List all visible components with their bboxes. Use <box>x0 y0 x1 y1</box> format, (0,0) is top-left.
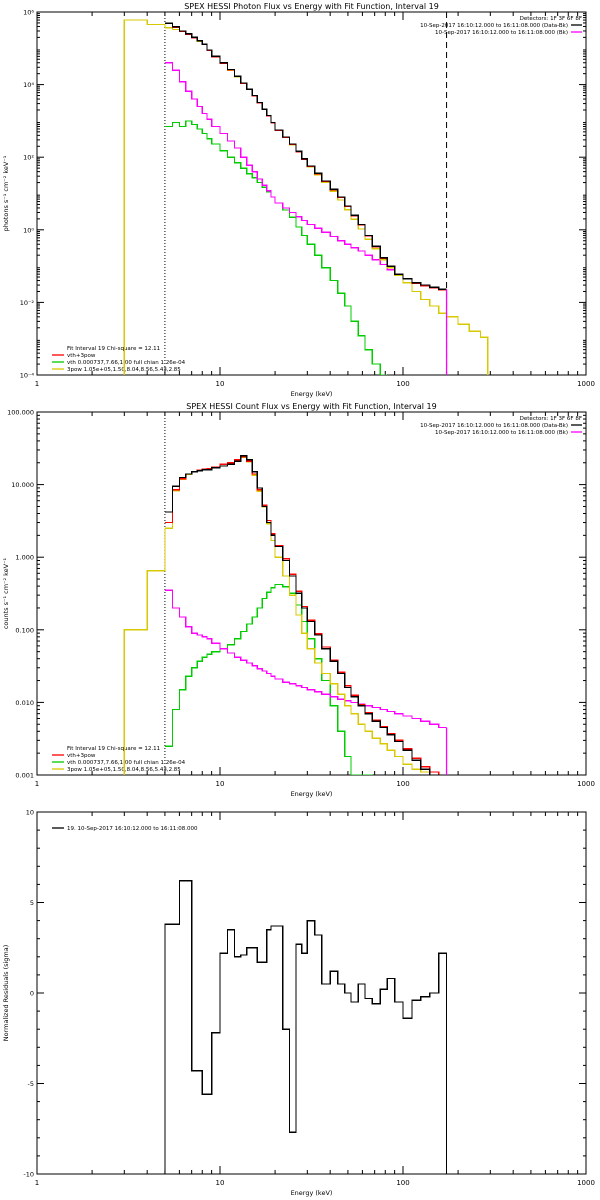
photon-legend-text: Fit Interval 19 Chi-square = 12.11 <box>67 346 160 352</box>
photon-header-line: 10-Sep-2017 16:10:12.000 to 16:11:08.000… <box>435 30 568 36</box>
residual-plot-frame <box>36 811 587 1175</box>
photon-header-line: Detectors: 1F 3F 6F 8F <box>520 16 582 22</box>
count-y-tick-label: 1.000 <box>15 554 34 562</box>
count-legend-text: vth+3pow <box>67 753 96 759</box>
photon-series-vth <box>164 120 388 375</box>
count-y-tick-label: 0.010 <box>15 699 34 707</box>
photon-flux-panel: 1 10 100 1000 10⁻⁴ 10⁻² 10⁰ 10² 10⁴ 10⁶ SPEX HESSI… <box>2 2 595 398</box>
count-legend-text: Fit Interval 19 Chi-square = 12.11 <box>67 746 160 752</box>
count-x-tick-label: 10 <box>216 780 225 788</box>
residual-plot-area <box>164 880 448 1174</box>
count-legend-text: vth 0.000737,7.66,1.00 full chian 1.26e-… <box>67 760 186 766</box>
residual-x-tick-label: 1000 <box>577 1179 595 1187</box>
count-header-line: 10-Sep-2017 16:10:12.000 to 16:11:08.000… <box>435 430 568 436</box>
count-y-axis-label: counts s⁻¹ cm⁻² keV⁻¹ <box>2 557 10 629</box>
photon-y-tick-label: 10⁴ <box>23 81 34 89</box>
photon-series-vth-3pow <box>164 22 447 291</box>
photon-legend-text: vth+3pow <box>67 353 96 359</box>
residual-x-axis-label: Energy (keV) <box>291 1189 333 1197</box>
photon-y-tick-label: 10⁰ <box>23 226 34 234</box>
residual-y-tick-label: -10 <box>23 1171 34 1179</box>
count-header-line: Detectors: 1F 3F 6F 8F <box>520 416 582 422</box>
count-plot-area <box>123 412 448 775</box>
count-y-tick-label: 0.100 <box>15 626 34 634</box>
photon-x-tick-label: 1 <box>35 380 39 388</box>
photon-chart-title: SPEX HESSI Photon Flux vs Energy with Fi… <box>184 2 439 11</box>
count-plot-frame <box>36 411 587 776</box>
count-header-line: 10-Sep-2017 16:10:12.000 to 16:11:08.000… <box>420 423 568 429</box>
count-series-vth <box>164 583 373 775</box>
count-x-tick-label: 1000 <box>577 780 595 788</box>
photon-x-tick-label: 1000 <box>577 380 595 388</box>
count-flux-panel: 1 10 100 1000 0.001 0.010 0.100 1.000 10.000 100.… <box>2 402 595 798</box>
photon-legend-text: vth 0.000737,7.66,1.00 full chian 1.26e-… <box>67 360 186 366</box>
photon-y-tick-label: 10⁻⁴ <box>20 372 35 380</box>
photon-y-tick-label: 10² <box>23 154 34 162</box>
count-series-data-bk <box>164 455 447 775</box>
residual-series-residuals <box>164 880 448 1174</box>
photon-plot-frame <box>36 11 587 376</box>
photon-series-data-bk <box>164 22 447 290</box>
residual-y-tick-label: -5 <box>28 1080 34 1088</box>
residual-y-tick-label: 10 <box>26 809 34 817</box>
photon-powerlaw-highE <box>446 316 489 375</box>
residual-y-axis-label: Normalized Residuals (sigma) <box>2 945 10 1042</box>
photon-x-axis-label: Energy (keV) <box>291 390 333 398</box>
photon-series-3pow <box>164 27 447 314</box>
count-y-tick-label: 100.000 <box>7 409 34 417</box>
count-x-tick-label: 100 <box>396 780 409 788</box>
photon-x-tick-label: 100 <box>396 380 409 388</box>
photon-plot-area <box>123 12 489 375</box>
count-series-background <box>164 589 447 729</box>
count-y-tick-label: 10.000 <box>11 481 34 489</box>
count-x-tick-label: 1 <box>35 780 39 788</box>
residual-legend-text: 19. 10-Sep-2017 16:10:12.000 to 16:11:08… <box>67 826 198 832</box>
photon-powerlaw-lowE <box>123 19 166 375</box>
photon-series-background <box>164 62 447 290</box>
photon-y-axis-label: photons s⁻¹ cm⁻² keV⁻¹ <box>2 155 10 231</box>
count-series-3pow <box>164 456 447 775</box>
count-series-vth-3pow <box>164 456 447 775</box>
residual-y-tick-label: 5 <box>30 899 34 907</box>
residual-x-tick-label: 1 <box>35 1179 39 1187</box>
photon-x-tick-label: 10 <box>216 380 225 388</box>
residual-y-tick-label: 0 <box>30 990 34 998</box>
photon-header-line: 10-Sep-2017 16:10:12.000 to 16:11:08.000… <box>420 23 568 29</box>
residual-x-tick-label: 100 <box>396 1179 409 1187</box>
count-x-axis-label: Energy (keV) <box>291 790 333 798</box>
residual-x-tick-label: 10 <box>216 1179 225 1187</box>
photon-y-tick-label: 10⁶ <box>23 9 34 17</box>
count-powerlaw-lowE <box>123 528 166 775</box>
residuals-panel: 1 10 100 1000 -10 -5 0 5 10 Energy (keV) Normalize… <box>2 809 595 1198</box>
count-y-tick-label: 0.001 <box>15 772 34 780</box>
count-chart-title: SPEX HESSI Count Flux vs Energy with Fit… <box>186 402 437 411</box>
photon-y-tick-label: 10⁻² <box>20 299 35 307</box>
